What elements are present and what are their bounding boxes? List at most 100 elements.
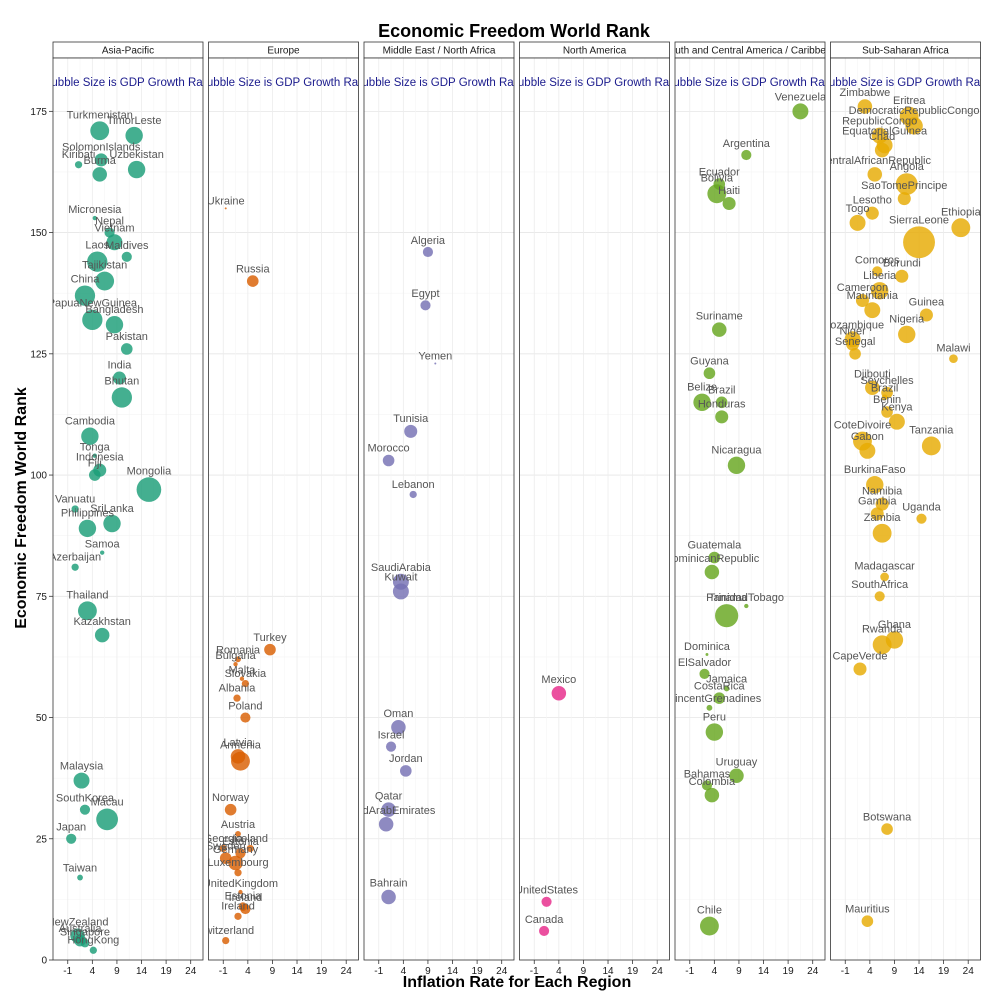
data-point (87, 251, 108, 272)
data-point-label: Malawi (936, 342, 970, 354)
data-point (92, 215, 97, 221)
data-point-label: Colombia (689, 776, 736, 788)
x-tick-label: 14 (913, 966, 925, 977)
data-point-label: Honduras (698, 398, 746, 410)
data-point (105, 316, 124, 334)
data-point (422, 246, 434, 258)
x-tick-label: 14 (447, 966, 459, 977)
y-tick-label: 75 (36, 592, 48, 603)
data-point-label: Niger (839, 326, 866, 338)
data-point (874, 142, 890, 158)
data-point-label: DominicanRepublic (664, 553, 759, 565)
panel-border (830, 57, 981, 961)
data-point-label: Bolivia (701, 172, 734, 184)
data-point-label: CoteDivoire (834, 420, 891, 432)
data-point (71, 505, 79, 513)
data-point (723, 685, 730, 692)
data-point (92, 453, 97, 458)
data-point-label: ElSalvador (678, 657, 732, 669)
data-point (81, 427, 99, 445)
panel-border (52, 57, 204, 961)
data-point (246, 844, 254, 853)
x-tick-label: 9 (114, 966, 120, 977)
data-point-label: Burma (84, 155, 117, 167)
data-point-label: TrinidadTobago (709, 592, 784, 604)
x-tick-label: 24 (341, 966, 353, 977)
data-point-label: Uzbekistan (109, 149, 163, 161)
data-point-label: Mozambique (821, 319, 884, 331)
data-point-label: Ghana (878, 619, 912, 631)
data-point-label: Zambia (864, 512, 902, 524)
data-point (235, 831, 241, 837)
data-point-label: India (107, 360, 132, 372)
x-tick-label: 14 (291, 966, 303, 977)
data-point-label: Chad (869, 131, 895, 143)
data-point (707, 184, 727, 204)
data-point-label: Poland (228, 700, 262, 712)
data-point-label: Georgia (204, 833, 244, 845)
x-tick-label: 14 (136, 966, 148, 977)
panel-points: Mexico UnitedStates Canada Bubble Size is G… (515, 77, 670, 936)
data-point-label: CapeVerde (832, 651, 887, 663)
data-point (919, 308, 933, 322)
x-tick-label: -1 (685, 966, 694, 977)
y-tick-label: 100 (30, 471, 47, 482)
data-point (234, 869, 242, 877)
data-point-label: SaoTomePrincipe (861, 180, 947, 192)
data-point-label: Mongolia (127, 465, 173, 477)
data-point (951, 218, 971, 238)
data-point (240, 712, 251, 723)
data-point (224, 207, 227, 210)
data-point-label: Angola (890, 161, 925, 173)
panel-border (674, 57, 826, 961)
data-point-label: Maldives (105, 240, 149, 252)
data-point-label: Ukraine (207, 195, 245, 207)
panel-border (363, 57, 515, 961)
data-point (701, 780, 713, 791)
panel-strip-label: North America (563, 46, 627, 57)
data-point-label: Armenia (220, 740, 262, 752)
y-tick-label: 25 (36, 834, 48, 845)
data-point-label: Comoros (855, 254, 900, 266)
data-point (704, 787, 720, 803)
data-point (222, 936, 230, 945)
data-point (715, 396, 728, 409)
data-point (849, 214, 866, 231)
data-point-label: Tunisia (393, 413, 429, 425)
data-point-label: Tonga (80, 441, 111, 453)
panel: Middle East / North Africa Algeria Egypt Ye… (363, 41, 515, 977)
data-point-label: TimorLeste (107, 115, 162, 127)
data-point-label: UnitedStates (515, 885, 578, 897)
data-point (857, 99, 873, 114)
data-point-label: Algeria (411, 235, 446, 247)
data-point-label: Guatemala (687, 540, 742, 552)
data-point-label: Seychelles (860, 375, 914, 387)
data-point-label: NewZealand (47, 917, 109, 929)
data-point (875, 497, 889, 511)
data-point (378, 816, 394, 832)
x-tick-label: 9 (736, 966, 742, 977)
x-tick-label: 19 (938, 966, 950, 977)
data-point (235, 848, 246, 859)
data-point-label: Luxembourg (207, 857, 268, 869)
data-point (864, 302, 881, 319)
data-point-label: Ecuador (699, 166, 740, 178)
data-point-label: Jamaica (706, 674, 748, 686)
data-point-label: Guinea (909, 296, 945, 308)
data-point (865, 206, 879, 220)
data-point-label: Israel (378, 730, 405, 742)
data-point-label: Romania (216, 644, 261, 656)
data-point (238, 889, 243, 895)
x-tick-label: -1 (219, 966, 228, 977)
chart-title: Economic Freedom World Rank (378, 21, 651, 41)
data-point-label: Liberia (863, 270, 897, 282)
data-point-label: Slovakia (225, 668, 267, 680)
data-point (121, 251, 132, 262)
x-tick-label: 24 (963, 966, 975, 977)
data-point (792, 103, 809, 120)
data-point (541, 896, 552, 907)
data-point (74, 161, 83, 169)
data-point-label: Nicaragua (711, 445, 762, 457)
